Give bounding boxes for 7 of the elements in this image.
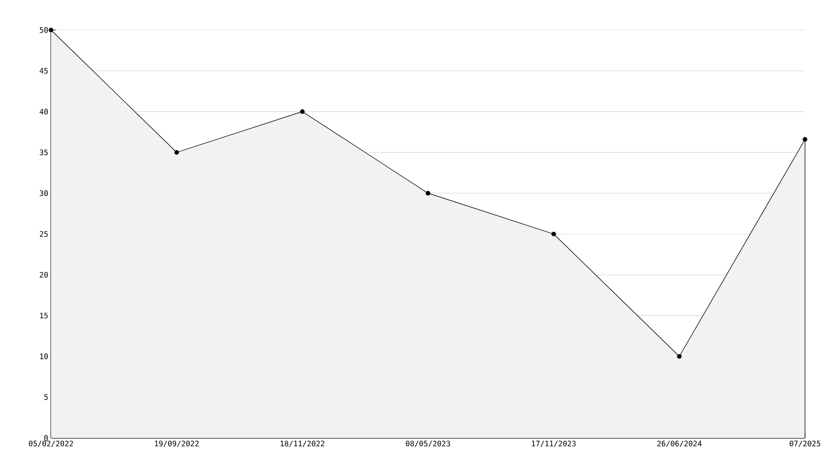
point bbox=[802, 137, 808, 142]
point bbox=[300, 109, 305, 114]
point bbox=[551, 232, 556, 236]
point bbox=[48, 28, 54, 32]
point bbox=[174, 150, 179, 155]
point bbox=[677, 354, 682, 359]
point bbox=[426, 190, 430, 196]
